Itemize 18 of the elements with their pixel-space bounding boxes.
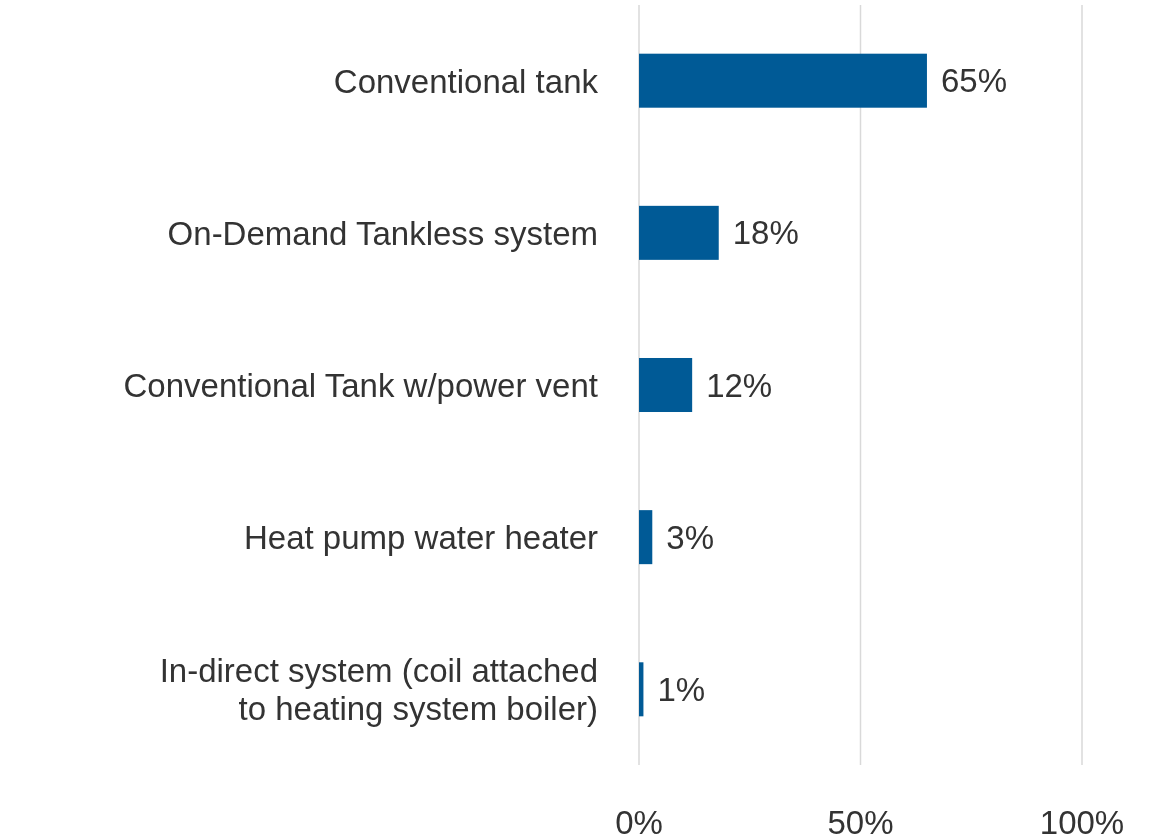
bar (639, 662, 644, 717)
data-label: 12% (706, 366, 773, 404)
y-tick-label: Conventional Tank w/power vent (123, 366, 598, 404)
data-label: 3% (666, 518, 714, 556)
y-tick-label: On-Demand Tankless system (167, 214, 598, 252)
data-label: 18% (732, 214, 799, 252)
bar (639, 205, 719, 260)
x-tick-label: 100% (1039, 803, 1125, 839)
bar (639, 510, 653, 565)
y-tick-label: Heat pump water heater (243, 518, 598, 556)
bar (639, 53, 927, 108)
y-tick-label: Conventional tank (333, 62, 599, 100)
bar (639, 357, 693, 413)
y-tick-label: In-direct system (coil attached to heating system boiler) (159, 651, 598, 727)
data-label: 1% (657, 670, 706, 708)
data-label: 65% (940, 62, 1008, 100)
x-tick-label: 50% (827, 803, 894, 839)
x-tick-label: 0% (615, 803, 663, 839)
